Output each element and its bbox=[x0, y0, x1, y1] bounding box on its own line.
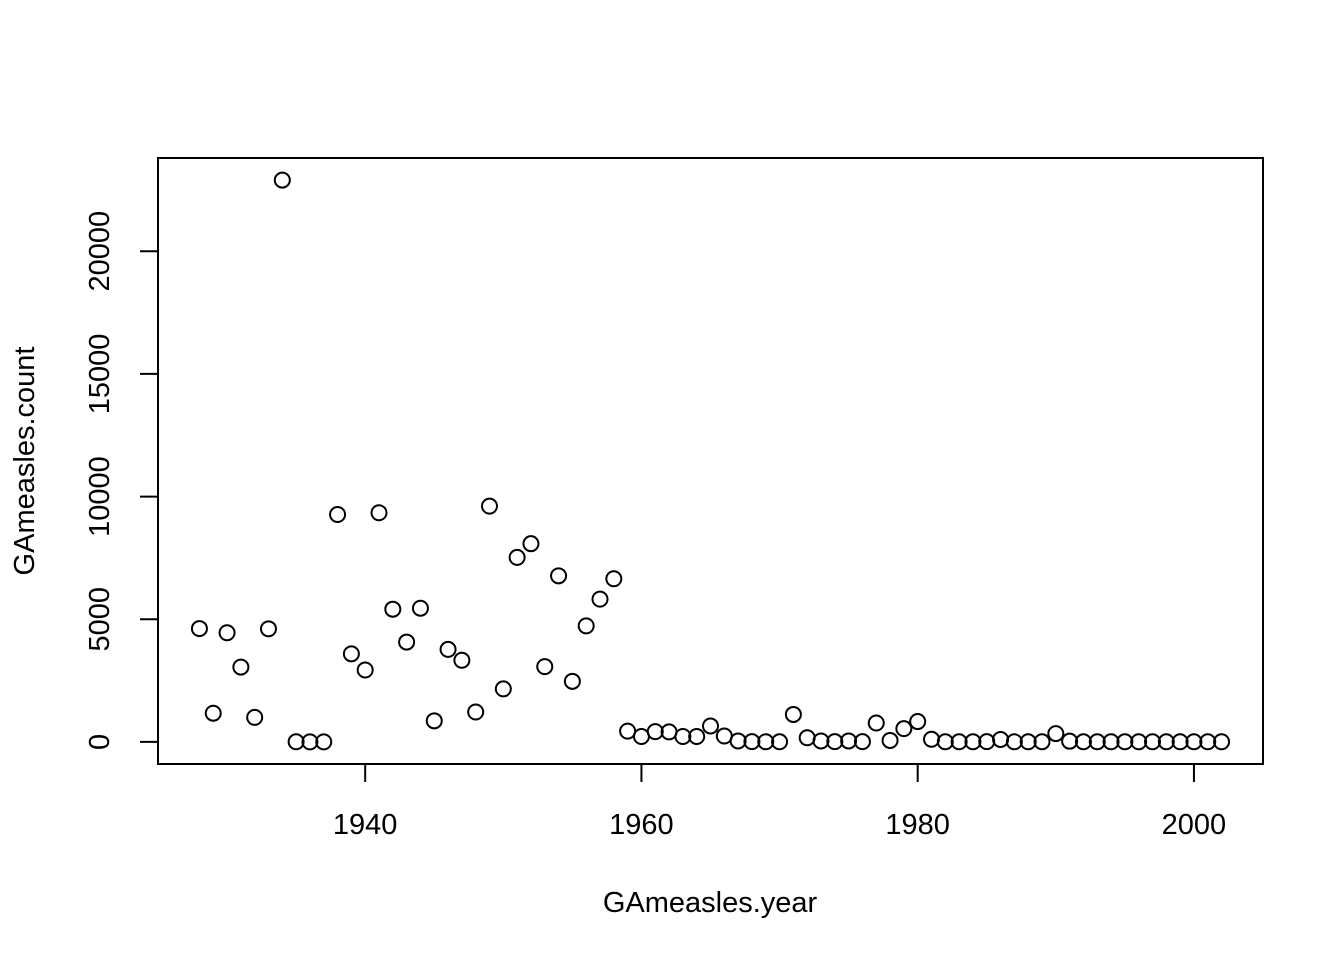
data-point bbox=[688, 728, 706, 746]
data-point bbox=[729, 732, 747, 750]
data-point bbox=[356, 661, 374, 679]
data-point bbox=[246, 708, 264, 726]
data-point bbox=[315, 733, 333, 751]
data-point bbox=[1061, 732, 1079, 750]
x-axis: 1940 1960 1980 2000 bbox=[333, 763, 1227, 841]
data-point bbox=[771, 733, 789, 751]
data-point bbox=[1019, 733, 1037, 751]
data-point bbox=[425, 712, 443, 730]
data-point bbox=[508, 548, 526, 566]
data-point bbox=[1074, 733, 1092, 751]
data-point bbox=[909, 713, 927, 731]
data-point bbox=[1102, 733, 1120, 751]
data-point bbox=[895, 720, 913, 738]
data-point bbox=[591, 590, 609, 608]
data-point bbox=[936, 733, 954, 751]
data-point bbox=[342, 645, 360, 663]
y-tick-label: 10000 bbox=[84, 456, 116, 537]
x-tick-label: 1960 bbox=[609, 809, 674, 841]
plot-frame bbox=[157, 157, 1264, 765]
y-tick-label: 20000 bbox=[84, 211, 116, 292]
data-points bbox=[190, 171, 1231, 751]
data-point bbox=[1213, 733, 1231, 751]
data-point bbox=[881, 731, 899, 749]
data-point bbox=[646, 723, 664, 741]
data-point bbox=[853, 733, 871, 751]
data-point bbox=[411, 599, 429, 617]
data-point bbox=[384, 600, 402, 618]
data-point bbox=[950, 733, 968, 751]
data-point bbox=[1157, 733, 1175, 751]
data-point bbox=[992, 730, 1010, 748]
data-point bbox=[1199, 733, 1217, 751]
data-point bbox=[260, 620, 277, 638]
data-point bbox=[605, 570, 623, 588]
data-point bbox=[577, 617, 595, 635]
data-point bbox=[370, 504, 388, 522]
data-point bbox=[453, 651, 471, 669]
data-point bbox=[798, 729, 816, 747]
data-point bbox=[867, 714, 885, 732]
data-point bbox=[481, 497, 498, 515]
data-point bbox=[494, 680, 512, 698]
data-point bbox=[467, 703, 485, 721]
data-point bbox=[1088, 733, 1106, 751]
data-point bbox=[329, 505, 347, 523]
data-point bbox=[923, 730, 940, 748]
data-point bbox=[563, 672, 581, 690]
data-point bbox=[826, 733, 844, 751]
data-point bbox=[550, 567, 568, 585]
y-axis: 0 5000 10000 15000 20000 bbox=[84, 211, 159, 750]
data-point bbox=[660, 723, 678, 741]
data-point bbox=[1033, 733, 1051, 751]
y-tick-label: 0 bbox=[84, 734, 116, 750]
data-point bbox=[1185, 733, 1203, 751]
data-point bbox=[702, 717, 719, 735]
data-point bbox=[632, 728, 650, 746]
data-point bbox=[1130, 733, 1148, 751]
data-point bbox=[190, 620, 208, 638]
x-tick-label: 2000 bbox=[1162, 809, 1227, 841]
data-point bbox=[715, 727, 733, 745]
x-axis-title: GAmeasles.year bbox=[603, 887, 818, 919]
data-point bbox=[204, 704, 222, 722]
data-point bbox=[840, 732, 858, 750]
data-point bbox=[1047, 725, 1065, 743]
data-point bbox=[439, 640, 457, 658]
data-point bbox=[743, 733, 761, 751]
data-point bbox=[301, 733, 319, 751]
data-point bbox=[1005, 733, 1023, 751]
data-point bbox=[522, 535, 540, 553]
data-point bbox=[398, 633, 416, 651]
data-point bbox=[812, 732, 830, 750]
data-point bbox=[784, 705, 802, 723]
y-tick-label: 15000 bbox=[84, 334, 116, 415]
data-point bbox=[1144, 733, 1161, 751]
data-point bbox=[232, 658, 250, 676]
data-point bbox=[619, 722, 637, 740]
data-point bbox=[218, 624, 236, 642]
data-point bbox=[1171, 733, 1189, 751]
x-tick-label: 1980 bbox=[885, 809, 950, 841]
data-point bbox=[287, 733, 305, 751]
data-point bbox=[536, 658, 554, 676]
y-axis-title: GAmeasles.count bbox=[9, 347, 41, 576]
data-point bbox=[273, 171, 291, 189]
y-tick-label: 5000 bbox=[84, 587, 116, 652]
data-point bbox=[1116, 733, 1134, 751]
x-tick-label: 1940 bbox=[333, 809, 398, 841]
data-point bbox=[757, 733, 775, 751]
data-point bbox=[978, 733, 996, 751]
data-point bbox=[964, 733, 982, 751]
data-point bbox=[674, 728, 692, 746]
